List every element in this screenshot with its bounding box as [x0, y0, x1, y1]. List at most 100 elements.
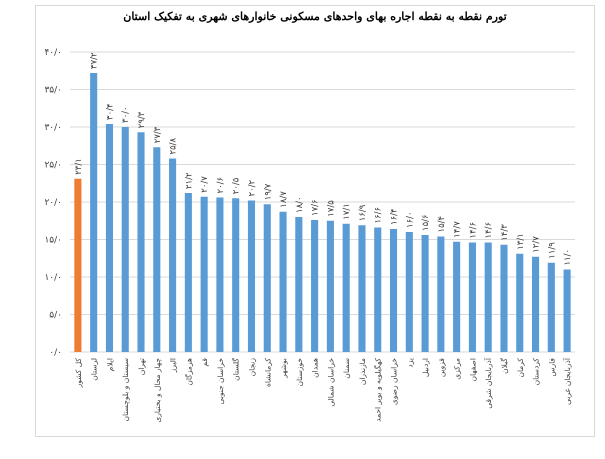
bar: [263, 204, 271, 352]
bar: [121, 127, 129, 352]
x-tick-label: کردستان: [532, 358, 541, 386]
data-label: ۱۴/۳: [500, 224, 510, 241]
x-tick-label: آذربایجان غربی: [562, 357, 572, 405]
x-tick-label: گیلان: [500, 358, 509, 374]
bar: [531, 256, 540, 352]
x-tick-label: اردبیل: [421, 358, 430, 377]
data-label: ۲۰/۶: [216, 177, 226, 194]
data-label: ۱۶/۴: [390, 208, 400, 225]
x-tick-label: خراسان شمالی: [326, 358, 335, 407]
x-tick-label: کرمان: [516, 358, 525, 378]
y-tick-label: ۳۰/۰: [44, 123, 62, 133]
data-label: ۱۹/۷: [263, 183, 273, 200]
bar: [563, 269, 571, 352]
data-label: ۱۷/۱: [342, 203, 352, 220]
data-label: ۲۵/۸: [169, 138, 179, 155]
x-tick-label: زنجان: [247, 358, 256, 377]
bar: [405, 232, 413, 352]
x-tick-label: کل کشور: [74, 358, 83, 389]
bar: [358, 225, 366, 352]
x-tick-label: فارس: [547, 358, 556, 377]
x-tick-label: تهران: [137, 358, 146, 375]
bar: [468, 242, 476, 352]
data-label: ۱۸/۰: [295, 196, 305, 213]
gridlines: [70, 51, 575, 353]
x-tick-label: خوزستان: [295, 358, 304, 387]
y-tick-label: ۰/۰: [49, 348, 62, 358]
data-label: ۲۱/۲: [184, 172, 194, 189]
x-tick-label: البرز: [169, 358, 178, 373]
x-tick-label: بوشهر: [279, 358, 288, 379]
bar: [326, 220, 334, 352]
bar: [484, 242, 492, 352]
bar: [105, 124, 114, 352]
bar: [74, 178, 82, 352]
y-tick-label: ۲۰/۰: [44, 198, 62, 208]
value-labels: ۲۳/۱ ۳۷/۲ ۳۰/۴ ۳۰/۰ ۲۹/۳ ۲۷/۳ ۲۵/۸ ۲۱/۲ ۲۰/۷ ۲۰/۶…: [74, 52, 573, 265]
x-tick-label: چهار محال و بختیاری: [153, 358, 162, 423]
data-label: ۱۱/۰: [563, 249, 573, 266]
y-axis-ticks: ۰/۰ ۵/۰ ۱۰/۰ ۱۵/۰ ۲۰/۰ ۲۵/۰ ۳۰/۰ ۳۵/۰ ۴۰/۰: [44, 48, 62, 358]
bar: [453, 241, 461, 352]
x-tick-label: سمنان: [342, 358, 351, 379]
data-label: ۱۷/۶: [311, 199, 321, 216]
data-label: ۲۳/۱: [74, 158, 84, 175]
x-tick-label: قزوین: [437, 358, 446, 378]
x-tick-label: گلستان: [232, 358, 241, 381]
bar: [342, 223, 350, 352]
x-tick-label: سیستان و بلوچستان: [121, 358, 130, 422]
data-label: ۱۶/۰: [405, 211, 415, 228]
bar: [169, 158, 177, 352]
data-label: ۳۷/۲: [90, 52, 100, 69]
data-label: ۳۰/۰: [121, 106, 131, 123]
x-tick-label: مرکزی: [453, 358, 462, 380]
data-label: ۲۰/۵: [232, 177, 242, 194]
data-label: ۱۴/۶: [468, 222, 478, 239]
y-tick-label: ۴۰/۰: [44, 48, 62, 58]
bar: [279, 211, 287, 352]
x-tick-label: لرستان: [90, 358, 99, 381]
data-label: ۱۷/۵: [326, 200, 336, 217]
bar: [421, 235, 429, 352]
x-tick-label: کرمانشاه: [263, 358, 272, 387]
data-label: ۱۶/۹: [358, 204, 368, 221]
bar: [90, 73, 98, 352]
data-label: ۱۲/۷: [532, 236, 542, 253]
y-tick-label: ۱۵/۰: [44, 236, 62, 246]
bar: [216, 197, 224, 352]
y-tick-label: ۳۵/۰: [44, 86, 62, 96]
x-tick-label: ایلام: [105, 358, 114, 371]
x-tick-label: کهگیلویه و بویر احمد: [374, 358, 383, 422]
bar: [200, 196, 208, 352]
bar: [295, 217, 303, 352]
data-label: ۱۱/۹: [547, 242, 557, 259]
bar: [232, 198, 240, 352]
data-label: ۲۰/۷: [200, 176, 210, 193]
data-label: ۲۷/۳: [153, 126, 163, 143]
data-label: ۱۴/۶: [484, 222, 494, 239]
bar: [247, 200, 256, 352]
y-tick-label: ۲۵/۰: [44, 161, 62, 171]
x-tick-label: خراسان جنوبی: [216, 358, 225, 405]
bar: [137, 132, 145, 352]
data-label: ۱۶/۶: [374, 207, 384, 224]
data-label: ۲۰/۲: [247, 180, 257, 197]
x-tick-label: قم: [200, 358, 209, 367]
chart-title: تورم نقطه به نقطه اجاره بهای واحدهای مسک…: [123, 10, 507, 23]
bar: [374, 227, 382, 352]
x-tick-label: اصفهان: [468, 358, 477, 382]
bar: [500, 244, 508, 352]
bar: [153, 147, 161, 352]
bar: [437, 236, 445, 352]
x-tick-label: همدان: [311, 358, 320, 378]
bar: [547, 262, 555, 352]
y-tick-label: ۱۰/۰: [44, 273, 62, 283]
bar: [311, 220, 319, 352]
bars: [74, 73, 571, 352]
x-tick-label: خراسان رضوی: [390, 358, 399, 405]
data-label: ۲۹/۳: [137, 111, 147, 128]
x-tick-label: یزد: [405, 358, 414, 368]
x-tick-label: آذربایجان شرقی: [483, 357, 493, 409]
data-label: ۱۸/۷: [279, 191, 289, 208]
